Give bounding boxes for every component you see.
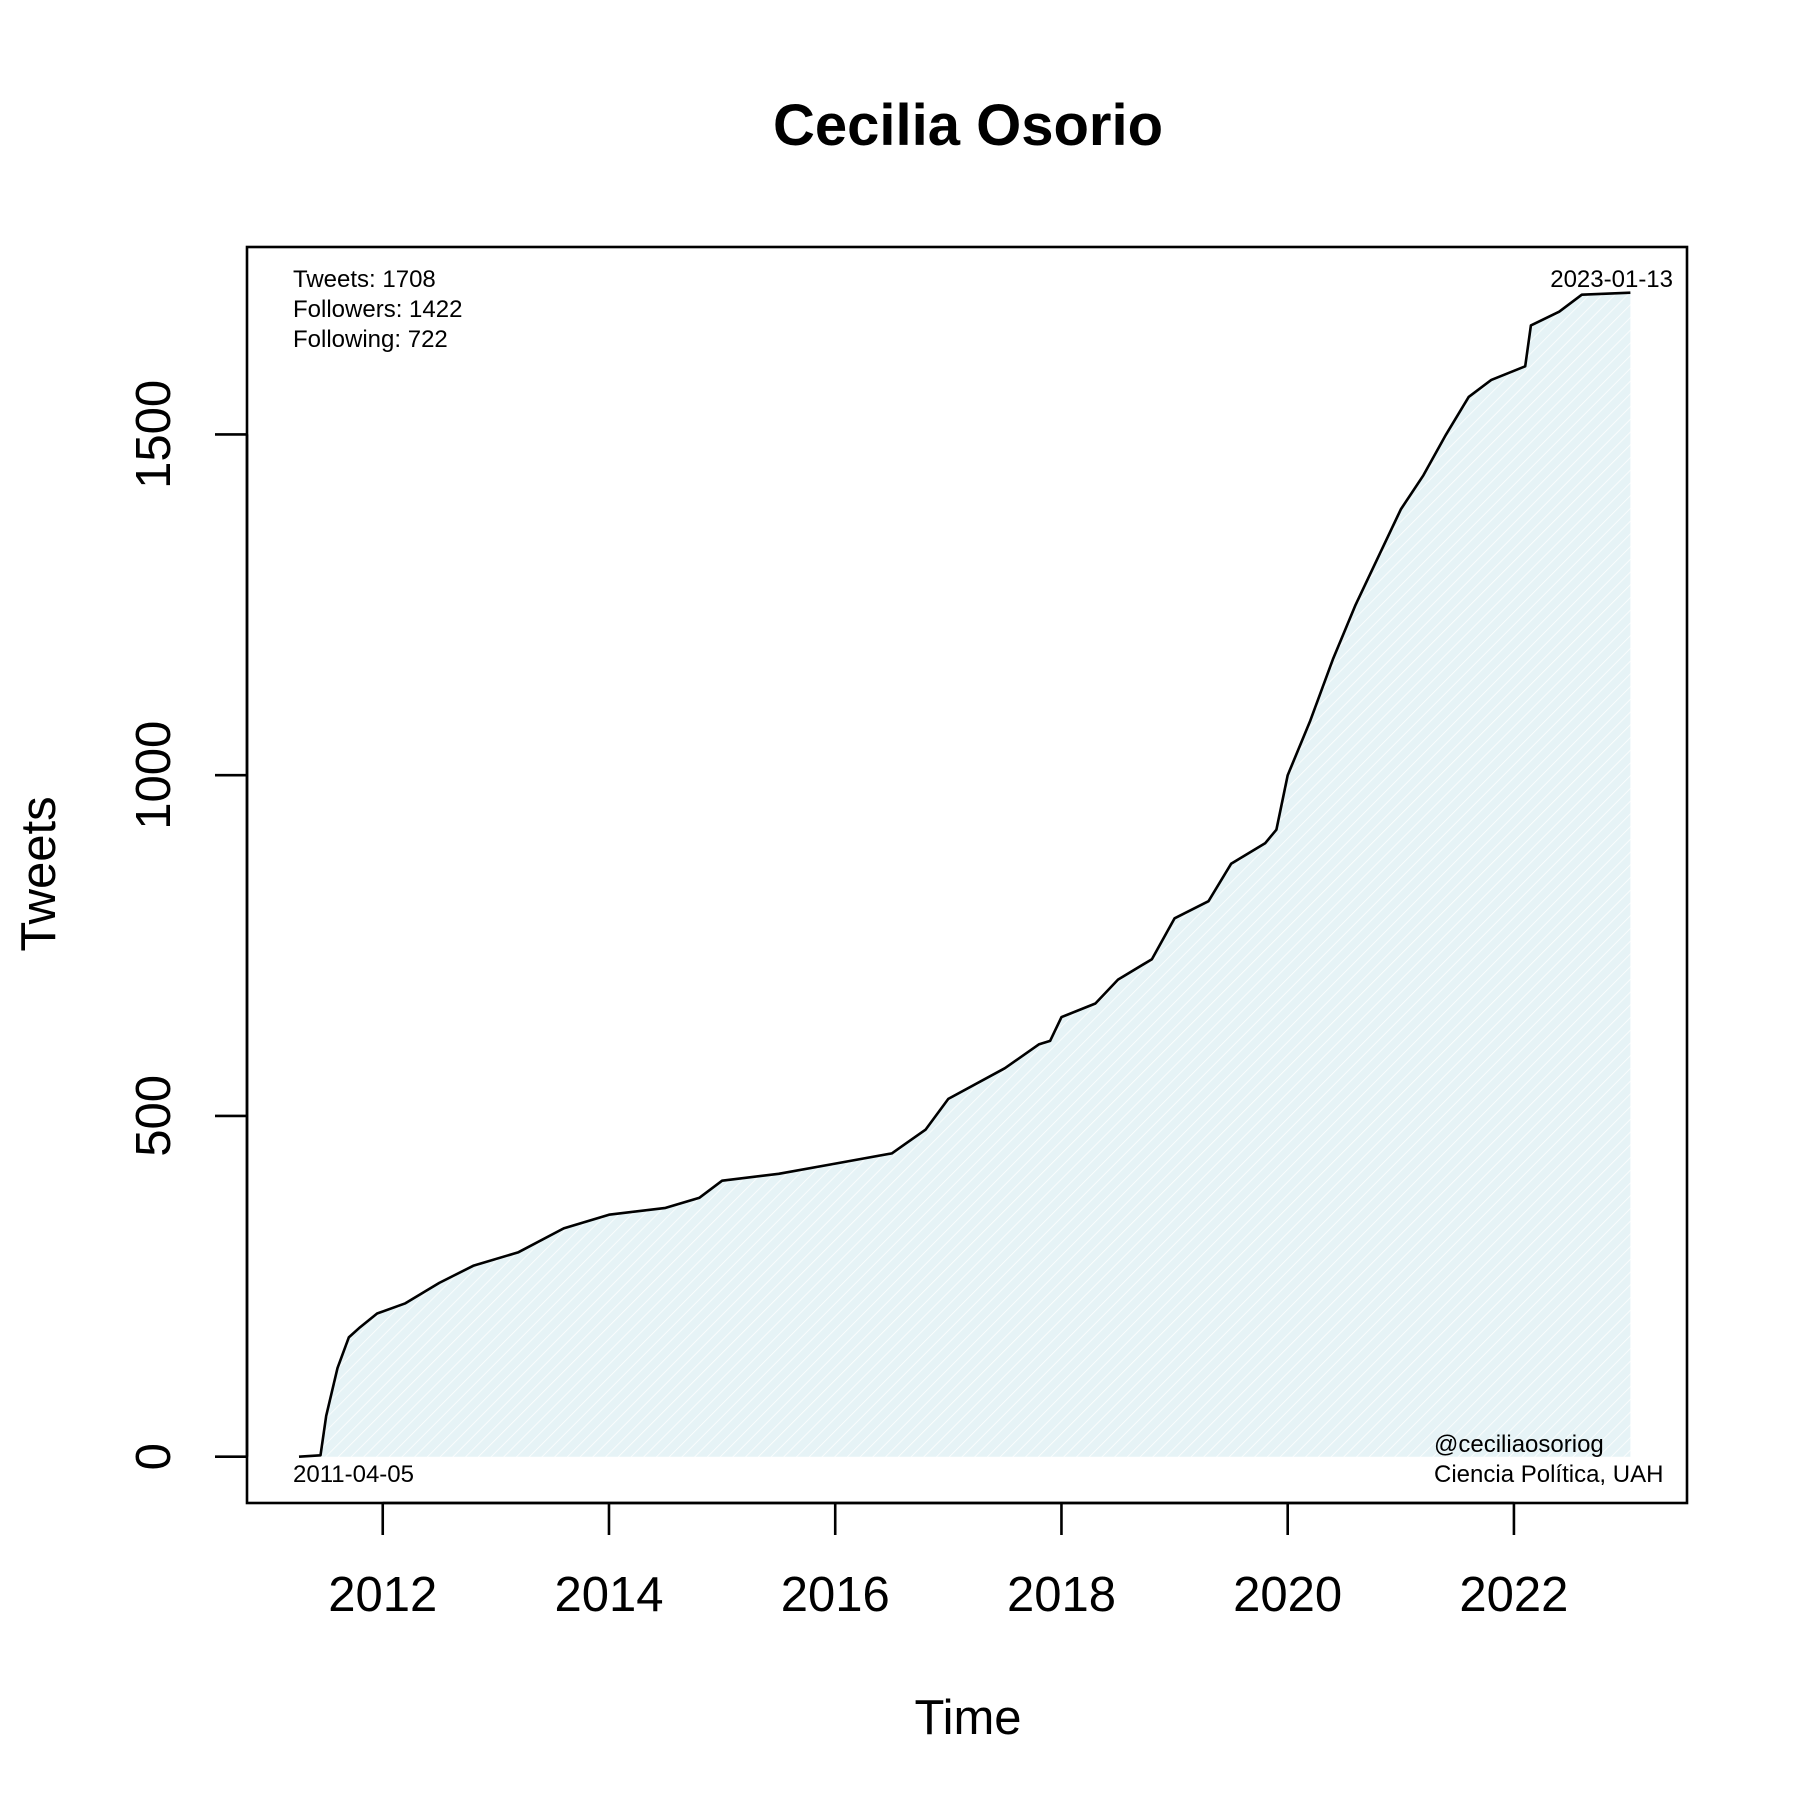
twitter-handle-label: @ceciliaosoriog — [1434, 1431, 1604, 1458]
y-tick-label: 1000 — [127, 721, 181, 830]
x-axis-label: Time — [914, 1691, 1021, 1745]
affiliation-label: Ciencia Política, UAH — [1434, 1461, 1663, 1488]
x-tick-label: 2022 — [1459, 1568, 1568, 1622]
x-axis: 2012 2014 2016 2018 2020 2022 — [328, 1501, 1568, 1622]
y-axis: 0 500 1000 1500 — [127, 380, 249, 1470]
line-layer — [298, 291, 1631, 1458]
x-tick-label: 2012 — [328, 1568, 437, 1622]
tweets-area-fill — [299, 292, 1631, 1457]
x-tick-label: 2020 — [1233, 1568, 1342, 1622]
y-tick-label: 1500 — [127, 380, 181, 489]
tweets-count-label: Tweets: 1708 — [293, 266, 436, 293]
following-count-label: Following: 722 — [293, 326, 448, 353]
area-layer — [299, 292, 1631, 1457]
end-date-label: 2023-01-13 — [1550, 266, 1673, 293]
y-tick-label: 500 — [127, 1075, 181, 1157]
chart-title: Cecilia Osorio — [773, 93, 1163, 158]
x-tick-label: 2018 — [1007, 1568, 1116, 1622]
x-tick-label: 2014 — [554, 1568, 663, 1622]
y-tick-label: 0 — [127, 1443, 181, 1470]
tweets-series-line — [298, 291, 1631, 1458]
y-axis-label: Tweets — [12, 796, 66, 951]
followers-count-label: Followers: 1422 — [293, 296, 462, 323]
x-tick-label: 2016 — [781, 1568, 890, 1622]
start-date-label: 2011-04-05 — [293, 1461, 414, 1488]
